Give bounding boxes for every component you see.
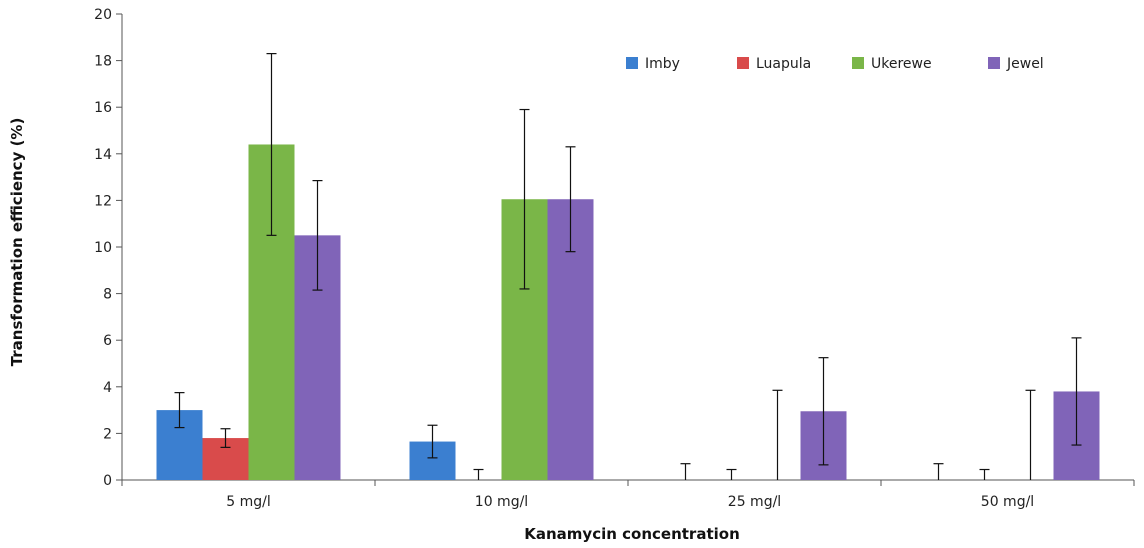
y-axis: 0 2 4 6 8 10 12 14 16 18 20 [94,7,123,489]
error-bar [174,392,185,429]
legend-swatch [988,57,1000,69]
error-bar [680,463,691,480]
error-bar [979,468,990,480]
legend-item-luapula: Luapula [737,56,811,72]
error-bar [220,428,231,448]
error-bar [519,108,530,290]
legend-swatch [626,57,638,69]
error-bar [427,424,438,459]
error-bar [818,357,829,466]
legend-label: Ukerewe [871,56,932,72]
legend-label: Imby [645,56,680,72]
y-tick-label: 8 [103,287,112,303]
error-bar [1025,389,1036,480]
y-axis-title: Transformation efficiency (%) [8,118,26,367]
y-tick-label: 18 [94,54,112,70]
legend-item-ukerewe: Ukerewe [852,56,932,72]
y-tick-label: 4 [103,380,112,396]
legend-item-jewel: Jewel [988,56,1044,72]
error-bar [772,389,783,480]
y-tick-label: 20 [94,7,112,23]
legend-item-imby: Imby [626,56,680,72]
error-bar [1071,337,1082,446]
y-tick-label: 14 [94,147,112,163]
legend-swatch [852,57,864,69]
x-category-label: 50 mg/l [981,494,1034,510]
y-tick-label: 16 [94,100,112,116]
legend-swatch [737,57,749,69]
error-bars [174,53,1082,480]
x-category-label: 25 mg/l [728,494,781,510]
legend: Imby Luapula Ukerewe Jewel [626,56,1044,72]
y-tick-label: 2 [103,426,112,442]
bars [156,144,1100,481]
x-category-label: 5 mg/l [226,494,271,510]
error-bar [726,468,737,480]
x-axis: 5 mg/l 10 mg/l 25 mg/l 50 mg/l [121,479,1135,510]
error-bar [312,179,323,291]
x-axis-title: Kanamycin concentration [524,525,740,543]
y-tick-label: 10 [94,240,112,256]
error-bar [473,468,484,480]
y-tick-label: 6 [103,333,112,349]
error-bar [933,463,944,480]
x-category-label: 10 mg/l [475,494,528,510]
error-bar [266,53,277,236]
legend-label: Jewel [1006,56,1044,72]
legend-label: Luapula [756,56,811,72]
error-bar [565,146,576,253]
y-tick-label: 12 [94,193,112,209]
y-tick-label: 0 [103,473,112,489]
